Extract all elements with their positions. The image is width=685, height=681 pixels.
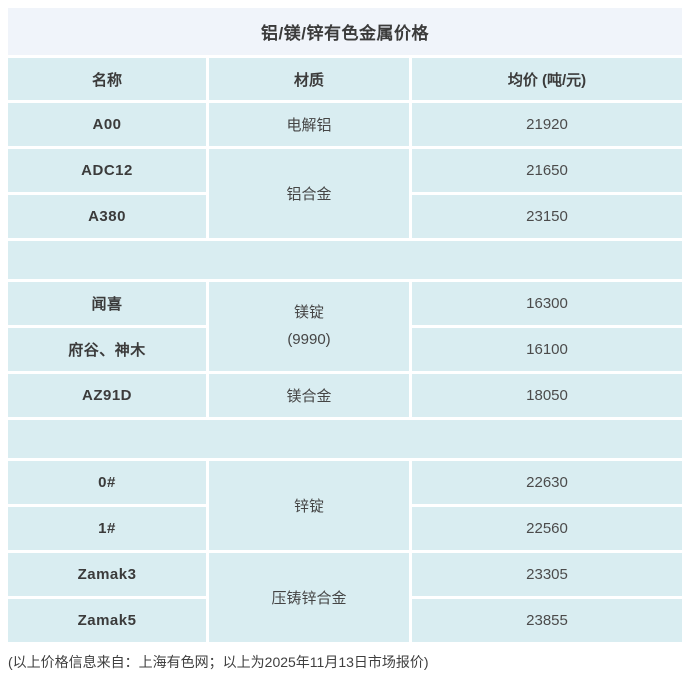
cell-name-zamak3: Zamak3 [8, 553, 206, 596]
cell-name-wenxi: 闻喜 [8, 282, 206, 325]
section-spacer-row [8, 241, 682, 279]
cell-price-wenxi: 16300 [412, 282, 682, 325]
cell-name-az91d: AZ91D [8, 374, 206, 417]
page-title: 铝/镁/锌有色金属价格 [8, 8, 682, 55]
column-header-material: 材质 [209, 58, 409, 100]
header-row: 名称 材质 均价 (吨/元) [8, 58, 682, 100]
cell-name-zinc1: 1# [8, 507, 206, 550]
table-row-zinc0: 0# 锌锭 22630 [8, 461, 682, 550]
table-row-zamak5: Zamak5 23855 [8, 599, 682, 642]
cell-price-zinc1: 22560 [412, 507, 682, 550]
source-note: (以上价格信息来自：上海有色网；以上为2025年11月13日市场报价) [8, 654, 429, 670]
table-row-wenxi: 闻喜 镁锭 (9990) 16300 [8, 282, 682, 371]
table-row-zinc1: 1# 22560 [8, 507, 682, 550]
title-row: 铝/镁/锌有色金属价格 [8, 8, 682, 55]
cell-name-fugu: 府谷、神木 [8, 328, 206, 371]
cell-price-zinc0: 22630 [412, 461, 682, 504]
cell-name-zamak5: Zamak5 [8, 599, 206, 642]
material-line-1: 镁锭 [293, 304, 324, 322]
cell-price-a00: 21920 [412, 103, 682, 146]
table-row-a380: A380 23150 [8, 195, 682, 238]
cell-name-a00: A00 [8, 103, 206, 146]
cell-name-zinc0: 0# [8, 461, 206, 504]
cell-material-diecast-zinc-alloy: 压铸锌合金 [209, 553, 409, 642]
column-header-name: 名称 [8, 58, 206, 100]
table-row-a00: A00 电解铝 21920 [8, 103, 682, 146]
column-header-price: 均价 (吨/元) [412, 58, 682, 100]
material-line-2: (9990) [287, 330, 331, 348]
cell-price-zamak5: 23855 [412, 599, 682, 642]
price-table: 铝/镁/锌有色金属价格 名称 材质 均价 (吨/元) A00 电解铝 21920… [5, 5, 685, 645]
cell-material-aluminum-alloy: 铝合金 [209, 149, 409, 238]
cell-material-zinc-ingot: 锌锭 [209, 461, 409, 550]
cell-material-magnesium-ingot: 镁锭 (9990) [209, 282, 409, 371]
cell-price-adc12: 21650 [412, 149, 682, 192]
cell-price-fugu: 16100 [412, 328, 682, 371]
cell-price-az91d: 18050 [412, 374, 682, 417]
section-spacer [8, 420, 682, 458]
table-row-adc12: ADC12 铝合金 21650 [8, 149, 682, 238]
section-spacer-row [8, 420, 682, 458]
cell-name-a380: A380 [8, 195, 206, 238]
table-row-az91d: AZ91D 镁合金 18050 [8, 374, 682, 417]
cell-name-adc12: ADC12 [8, 149, 206, 192]
cell-material-electrolytic-aluminum: 电解铝 [209, 103, 409, 146]
cell-material-magnesium-alloy: 镁合金 [209, 374, 409, 417]
table-row-fugu: 府谷、神木 16100 [8, 328, 682, 371]
section-spacer [8, 241, 682, 279]
cell-price-zamak3: 23305 [412, 553, 682, 596]
table-row-zamak3: Zamak3 压铸锌合金 23305 [8, 553, 682, 642]
cell-price-a380: 23150 [412, 195, 682, 238]
